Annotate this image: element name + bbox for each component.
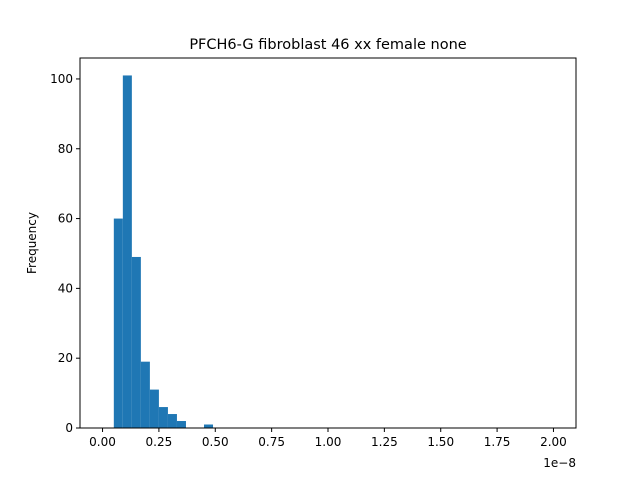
y-axis-label: Frequency xyxy=(25,212,39,274)
y-tick-label: 20 xyxy=(58,351,73,365)
y-tick-label: 40 xyxy=(58,281,73,295)
x-tick-label: 0.75 xyxy=(258,435,285,449)
histogram-bar xyxy=(158,407,168,428)
x-tick-label: 1.75 xyxy=(484,435,511,449)
chart-title: PFCH6-G fibroblast 46 xx female none xyxy=(189,37,466,53)
x-tick-label: 0.25 xyxy=(146,435,173,449)
x-axis-offset-label: 1e−8 xyxy=(543,456,576,470)
x-tick-label: 2.00 xyxy=(540,435,567,449)
y-tick-label: 60 xyxy=(58,212,73,226)
histogram-bar xyxy=(204,424,214,428)
histogram-bar xyxy=(131,256,141,428)
histogram-bars xyxy=(113,75,214,428)
histogram-bar xyxy=(122,75,132,428)
y-axis: 0 20 40 60 80 100 xyxy=(50,72,80,435)
histogram-bar xyxy=(140,361,150,428)
y-tick-label: 0 xyxy=(65,421,73,435)
histogram-bar xyxy=(149,389,159,428)
x-tick-label: 1.50 xyxy=(427,435,454,449)
x-tick-label: 0.50 xyxy=(202,435,229,449)
histogram-bar xyxy=(113,218,123,428)
x-tick-label: 1.00 xyxy=(315,435,342,449)
x-axis: 0.00 0.25 0.50 0.75 1.00 1.25 1.50 1.75 2.00 xyxy=(89,428,567,449)
histogram-bar xyxy=(176,421,186,428)
x-tick-label: 1.25 xyxy=(371,435,398,449)
y-tick-label: 80 xyxy=(58,142,73,156)
histogram-bar xyxy=(167,414,177,428)
x-tick-label: 0.00 xyxy=(89,435,116,449)
y-tick-label: 100 xyxy=(50,72,73,86)
